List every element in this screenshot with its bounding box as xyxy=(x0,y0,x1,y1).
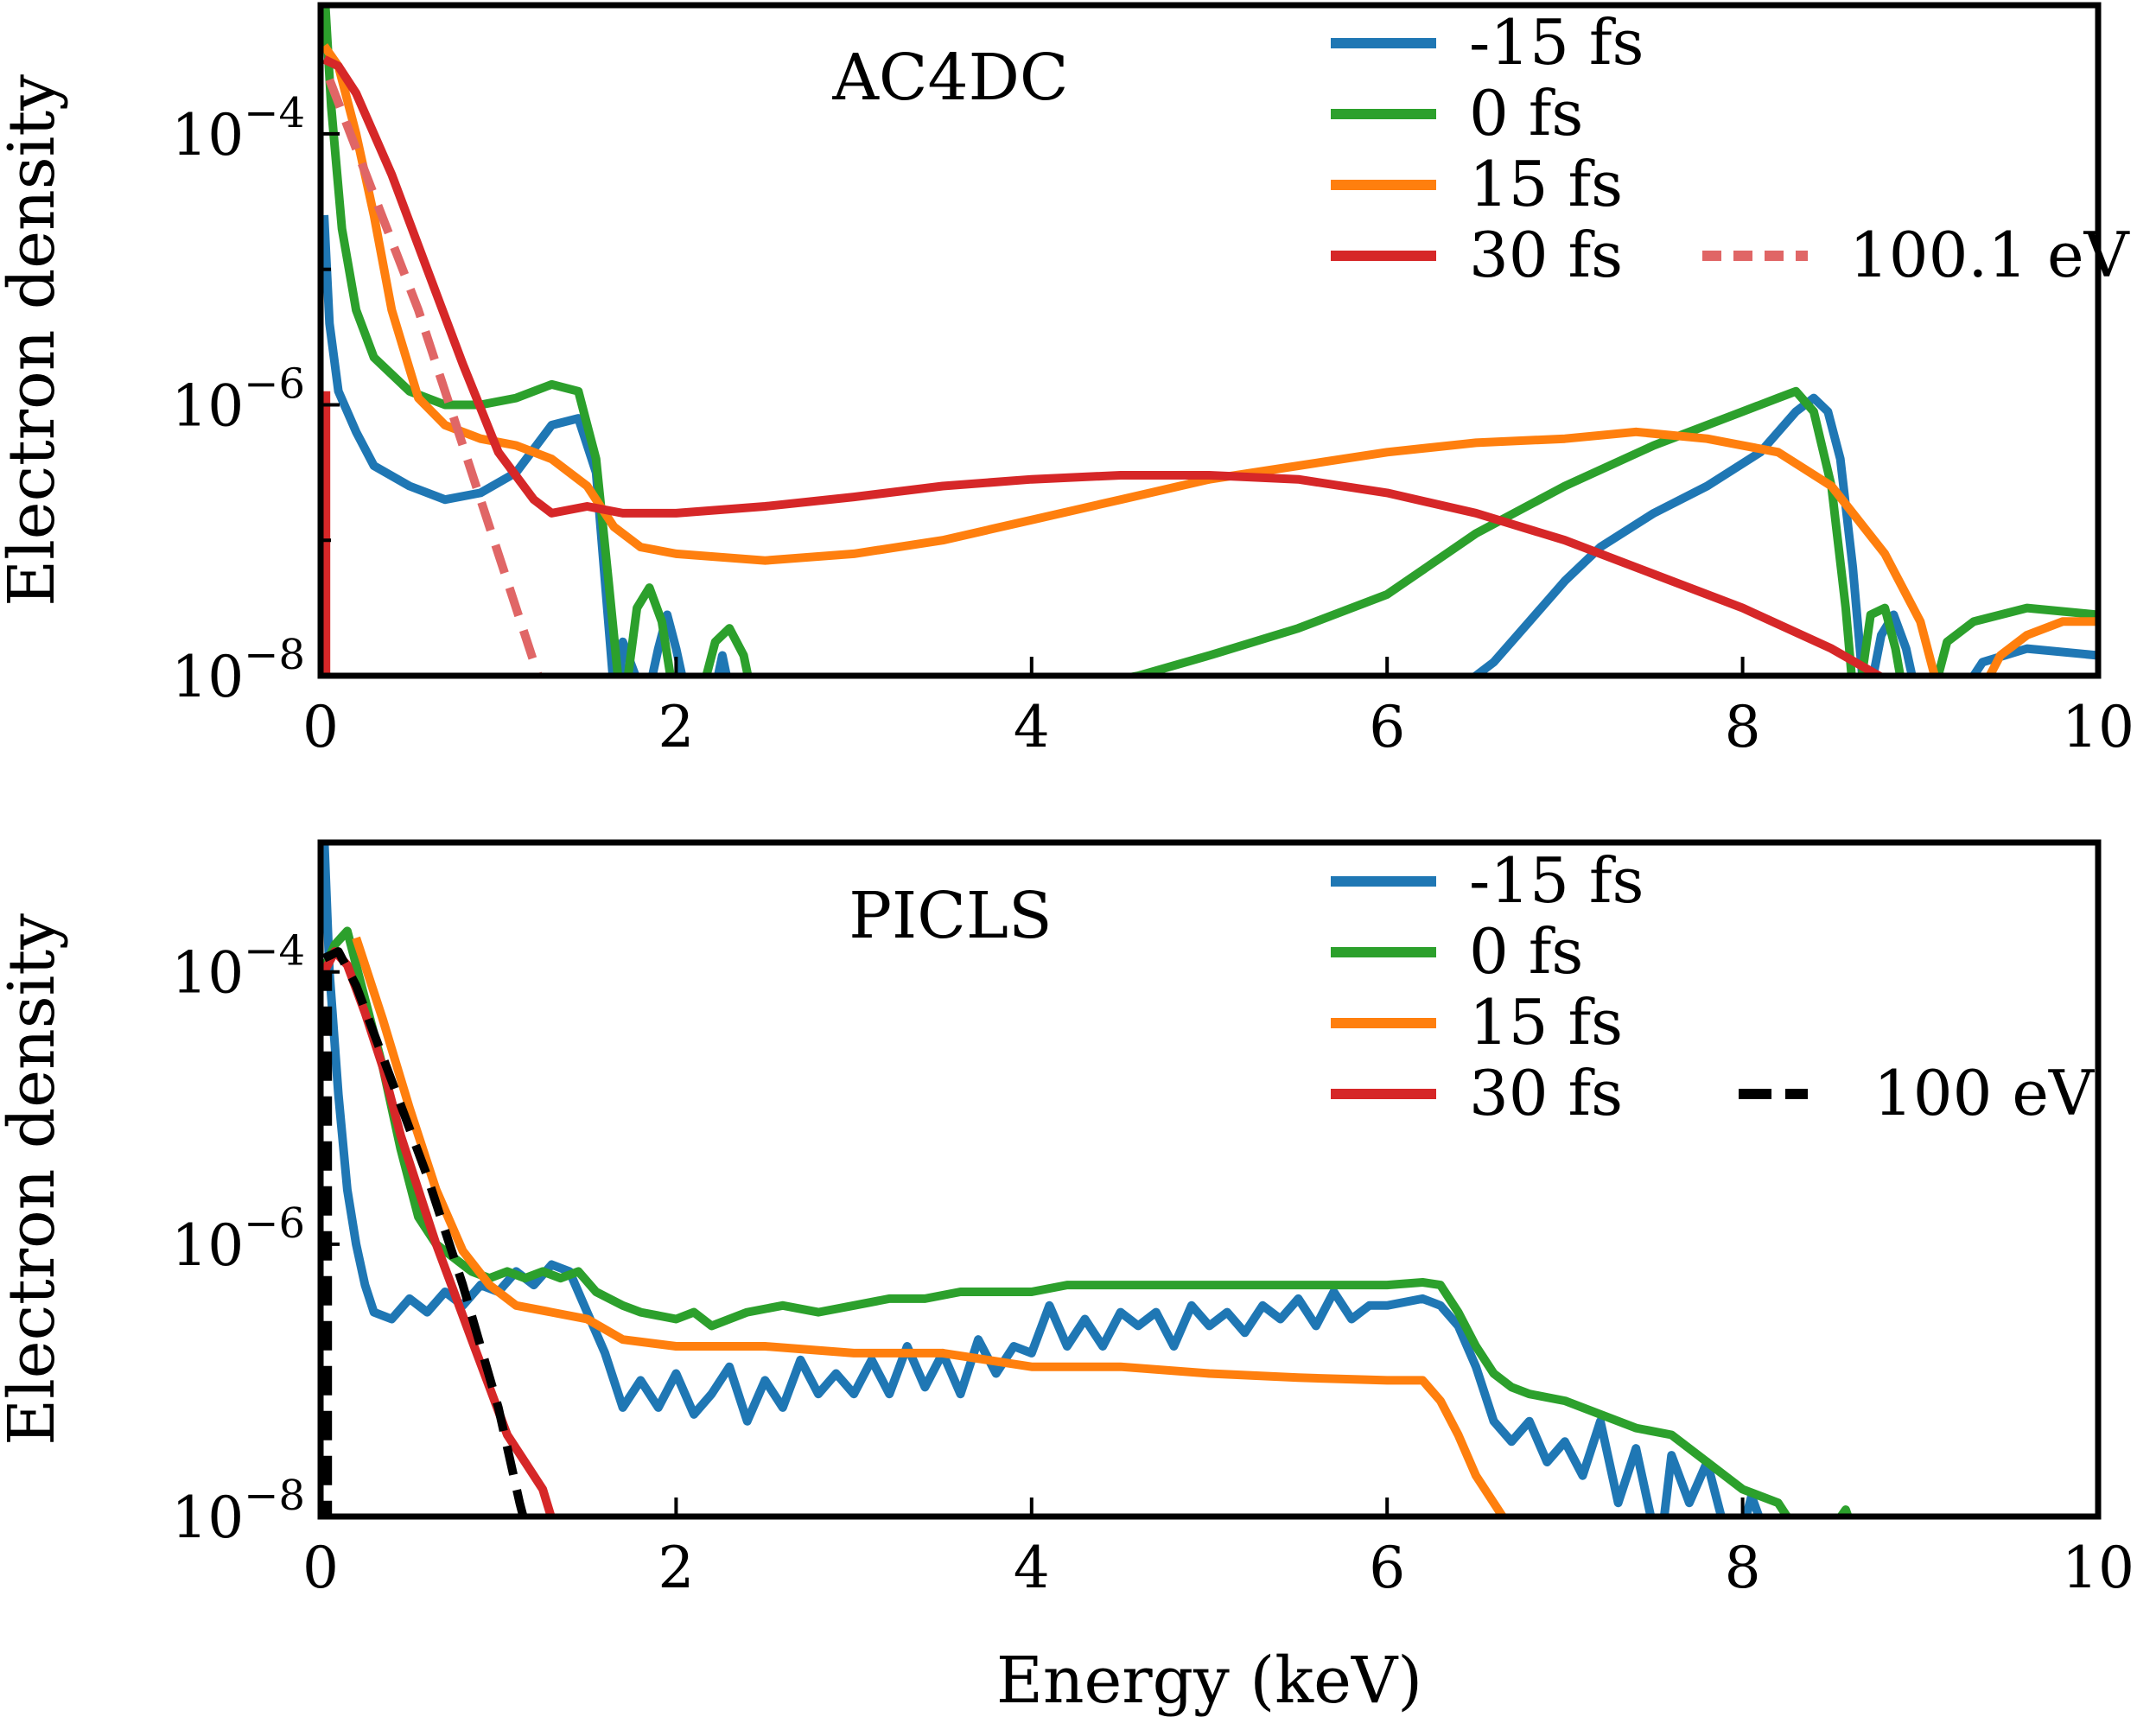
legend-label: 0 fs xyxy=(1469,77,1583,149)
y-axis-label: Electron density xyxy=(0,74,69,607)
y-tick-label: 10−6 xyxy=(171,1199,305,1279)
series-line-15-fs-tail3 xyxy=(713,651,731,676)
x-tick-label: 10 xyxy=(2062,1535,2134,1601)
y-tick-base: 10 xyxy=(171,1485,244,1551)
series-line-15-fs-high xyxy=(1468,393,1867,676)
series-line-15-fs-high2 xyxy=(1868,610,1917,676)
series-line-100-ev xyxy=(321,947,528,1517)
y-tick-label: 10−4 xyxy=(171,89,305,169)
series-line-15-fs-tail2 xyxy=(1741,1491,1764,1517)
series-group xyxy=(321,843,1853,1517)
series-line-0-fs-tail xyxy=(1835,1505,1853,1517)
x-tick-label: 2 xyxy=(658,694,694,760)
x-tick-label: 8 xyxy=(1725,694,1761,760)
y-tick-exponent: −8 xyxy=(244,631,305,679)
series-line-15-fs-tail xyxy=(1984,617,2098,676)
x-tick-label: 2 xyxy=(658,1535,694,1601)
y-tick-base: 10 xyxy=(171,102,244,169)
series-line-15-fs-high3 xyxy=(1968,644,2098,676)
plot-frame xyxy=(317,2,2102,679)
series-line-0-fs-high xyxy=(1115,386,1856,676)
plot-frame xyxy=(317,839,2102,1520)
x-tick-label: 0 xyxy=(302,694,339,760)
x-tick-label: 8 xyxy=(1725,1535,1761,1601)
y-tick-exponent: −4 xyxy=(244,89,305,137)
y-tick-label: 10−6 xyxy=(171,359,305,439)
legend-label: 30 fs xyxy=(1469,1057,1623,1129)
y-tick-label: 10−8 xyxy=(171,631,305,710)
series-line-15-fs-tail2 xyxy=(647,610,687,676)
legend-label: 100.1 eV xyxy=(1849,219,2131,291)
x-tick-label: 6 xyxy=(1369,694,1405,760)
y-tick-label: 10−4 xyxy=(171,927,305,1007)
series-line-15-fs xyxy=(321,43,1939,676)
y-tick-exponent: −6 xyxy=(244,1199,305,1248)
x-tick-label: 6 xyxy=(1369,1535,1405,1601)
series-line-15-fs xyxy=(352,936,1508,1517)
series-line-15-fs-tail xyxy=(1659,1451,1727,1517)
series-line-0-fs xyxy=(321,5,623,676)
legend-label: 15 fs xyxy=(1469,148,1623,220)
legend-label: 0 fs xyxy=(1469,915,1583,988)
legend-label: 30 fs xyxy=(1469,219,1623,291)
x-axis-label: Energy (keV) xyxy=(996,1644,1422,1718)
legend-label: 100 eV xyxy=(1873,1057,2096,1129)
x-tick-label: 0 xyxy=(302,1535,339,1601)
series-group xyxy=(321,5,2098,676)
x-tick-label: 10 xyxy=(2062,694,2134,760)
series-line-0-fs-high2 xyxy=(1857,603,1905,676)
y-tick-base: 10 xyxy=(171,1212,244,1279)
legend-label: -15 fs xyxy=(1469,844,1644,917)
legend-label: 15 fs xyxy=(1469,986,1623,1059)
series-line-0-fs-high3 xyxy=(1933,603,2098,676)
y-tick-base: 10 xyxy=(171,940,244,1007)
series-line-100-1-ev xyxy=(325,78,544,676)
y-tick-exponent: −6 xyxy=(244,359,305,408)
series-line-0-fs-tail2 xyxy=(702,624,753,676)
legend-label: -15 fs xyxy=(1469,6,1644,79)
y-axis-label: Electron density xyxy=(0,913,69,1446)
y-tick-label: 10−8 xyxy=(171,1472,305,1551)
y-tick-base: 10 xyxy=(171,372,244,439)
y-tick-exponent: −8 xyxy=(244,1472,305,1520)
x-tick-label: 4 xyxy=(1014,1535,1050,1601)
panel-title: PICLS xyxy=(849,879,1052,953)
x-tick-label: 4 xyxy=(1014,694,1050,760)
series-line-0-fs-tail xyxy=(623,583,675,676)
y-tick-exponent: −4 xyxy=(244,927,305,976)
series-line-15-fs xyxy=(321,214,618,676)
panel-title: AC4DC xyxy=(831,41,1068,115)
y-tick-base: 10 xyxy=(171,644,244,710)
series-line-30-fs xyxy=(321,55,1888,676)
